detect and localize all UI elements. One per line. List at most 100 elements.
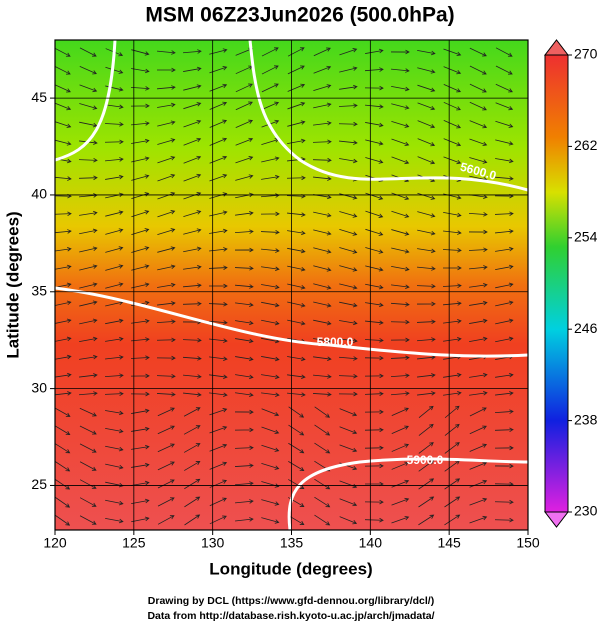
y-tick-label: 35 xyxy=(31,282,47,298)
streamline xyxy=(469,120,488,129)
streamline xyxy=(469,443,488,452)
streamline xyxy=(443,336,462,342)
streamline xyxy=(364,517,384,523)
streamline xyxy=(495,264,514,271)
streamline xyxy=(156,392,176,397)
streamline xyxy=(469,407,487,417)
streamline xyxy=(55,211,72,217)
streamline xyxy=(234,266,254,271)
streamline xyxy=(235,338,254,344)
streamline xyxy=(55,336,72,342)
streamline xyxy=(235,137,254,146)
streamline xyxy=(183,66,202,72)
streamline xyxy=(364,338,384,343)
credit: Data from http://database.rish.kyoto-u.a… xyxy=(147,610,434,622)
streamline xyxy=(339,301,358,308)
streamline xyxy=(469,372,488,378)
streamline xyxy=(286,175,306,181)
streamline xyxy=(313,247,332,254)
streamline xyxy=(365,139,384,146)
streamline xyxy=(261,463,280,470)
streamline xyxy=(365,48,384,54)
streamline xyxy=(494,517,514,523)
streamline xyxy=(469,336,488,342)
streamline xyxy=(469,425,487,435)
streamline xyxy=(157,515,175,525)
streamline xyxy=(443,101,461,111)
streamline xyxy=(339,426,358,435)
streamline xyxy=(157,50,176,55)
streamline xyxy=(104,139,124,145)
streamline xyxy=(443,120,462,129)
streamline xyxy=(157,246,176,253)
streamline xyxy=(55,496,71,508)
streamline xyxy=(183,137,202,146)
streamline xyxy=(338,373,358,379)
streamline xyxy=(390,355,410,361)
x-tick-label: 120 xyxy=(43,535,67,551)
streamline xyxy=(157,210,176,218)
streamline xyxy=(338,391,358,397)
streamline xyxy=(208,265,228,270)
streamline xyxy=(495,229,514,234)
streamline xyxy=(390,302,410,307)
streamline xyxy=(55,443,71,454)
streamline xyxy=(417,211,436,218)
streamline xyxy=(365,104,384,109)
y-axis-label: Latitude (degrees) xyxy=(3,211,22,358)
streamline xyxy=(364,445,384,451)
streamline xyxy=(391,68,410,73)
streamline xyxy=(416,301,436,307)
streamline xyxy=(391,497,410,506)
streamline xyxy=(338,103,358,108)
streamline xyxy=(313,47,331,57)
streamline xyxy=(105,210,124,217)
streamline xyxy=(234,247,254,253)
streamline xyxy=(391,156,410,165)
streamline xyxy=(339,211,358,218)
streamline xyxy=(287,356,306,362)
streamline xyxy=(494,499,514,505)
streamline xyxy=(157,443,175,453)
streamline xyxy=(55,425,71,436)
streamline xyxy=(234,463,254,468)
streamline xyxy=(105,517,124,524)
streamline xyxy=(287,247,306,254)
streamline xyxy=(79,103,98,110)
streamline xyxy=(443,230,462,235)
streamline xyxy=(234,481,254,486)
contour-line xyxy=(287,457,528,530)
streamline xyxy=(79,443,97,453)
streamline xyxy=(417,229,436,236)
streamline xyxy=(183,119,202,128)
streamline xyxy=(156,373,176,379)
streamline xyxy=(339,229,358,236)
streamline xyxy=(417,84,436,92)
x-axis-label: Longitude (degrees) xyxy=(209,559,372,578)
streamline xyxy=(105,264,124,271)
streamline xyxy=(339,66,358,73)
streamline xyxy=(339,283,358,290)
streamline xyxy=(339,444,358,453)
streamline xyxy=(79,425,97,435)
streamline xyxy=(183,425,201,435)
streamline xyxy=(235,211,254,216)
streamline xyxy=(339,516,358,525)
streamline xyxy=(182,337,202,343)
streamline xyxy=(261,47,279,57)
streamline xyxy=(391,210,410,218)
streamline xyxy=(391,515,410,524)
streamline xyxy=(314,406,331,418)
streamline xyxy=(469,101,487,111)
streamline xyxy=(494,176,514,181)
streamline xyxy=(157,479,175,489)
streamline xyxy=(313,338,332,344)
streamline xyxy=(260,229,280,235)
streamline xyxy=(260,211,280,217)
streamline xyxy=(418,478,435,490)
x-tick-label: 145 xyxy=(437,535,461,551)
streamline xyxy=(313,229,332,236)
streamline xyxy=(469,65,487,75)
streamline xyxy=(339,338,358,343)
contour-line xyxy=(55,40,117,162)
